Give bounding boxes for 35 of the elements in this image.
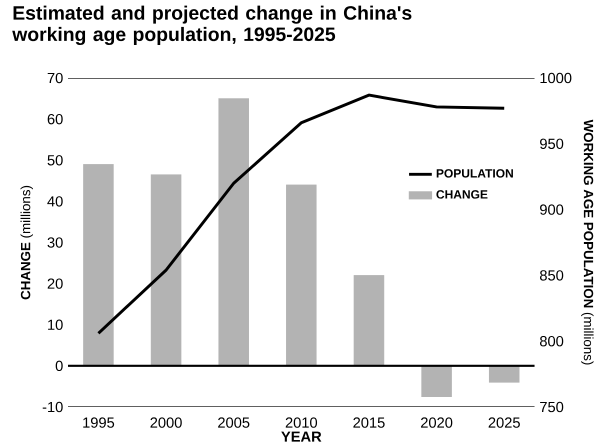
bar xyxy=(421,366,452,397)
y-tick-label: 70 xyxy=(48,72,63,84)
bar xyxy=(150,174,182,366)
y-tick-label: 20 xyxy=(48,278,63,289)
x-tick-label: 2000 xyxy=(150,417,182,428)
y2-tick-label: 750 xyxy=(540,402,564,412)
y-axis-title: CHANGE (millions) xyxy=(20,186,33,300)
legend-label: POPULATION xyxy=(436,169,513,178)
y-tick-label: 50 xyxy=(48,155,63,166)
x-tick-label: 2005 xyxy=(218,417,250,428)
x-tick-label: 2010 xyxy=(286,417,318,428)
bar xyxy=(354,275,384,366)
y-tick-label: 30 xyxy=(48,237,63,248)
y2-tick-label: 1000 xyxy=(540,72,572,84)
bar xyxy=(488,366,520,383)
y2-axis-title: WORKING AGE POPULATION (millions) xyxy=(581,120,594,364)
y2-tick-label: 800 xyxy=(540,336,564,346)
y-tick-label: 10 xyxy=(48,320,63,330)
x-tick-label: 2025 xyxy=(488,417,520,428)
x-axis-title: YEAR xyxy=(281,432,322,442)
legend-label: CHANGE xyxy=(436,190,488,199)
bar xyxy=(218,98,249,366)
x-tick-label: 2020 xyxy=(421,417,452,428)
bar xyxy=(286,184,317,366)
x-tick-label: 2015 xyxy=(353,417,385,428)
chart-title: Estimated and projected change in China's working age population, 1995-2025 xyxy=(12,6,412,46)
y2-tick-label: 900 xyxy=(540,204,564,215)
bar xyxy=(83,164,114,366)
y-tick-label: 60 xyxy=(48,114,63,124)
x-tick-label: 1995 xyxy=(83,417,114,428)
y-tick-label: 0 xyxy=(56,360,63,372)
y-tick-label: -10 xyxy=(42,402,63,412)
y2-tick-label: 850 xyxy=(540,270,564,281)
y2-tick-label: 950 xyxy=(540,138,564,149)
y-tick-label: 40 xyxy=(47,196,63,207)
